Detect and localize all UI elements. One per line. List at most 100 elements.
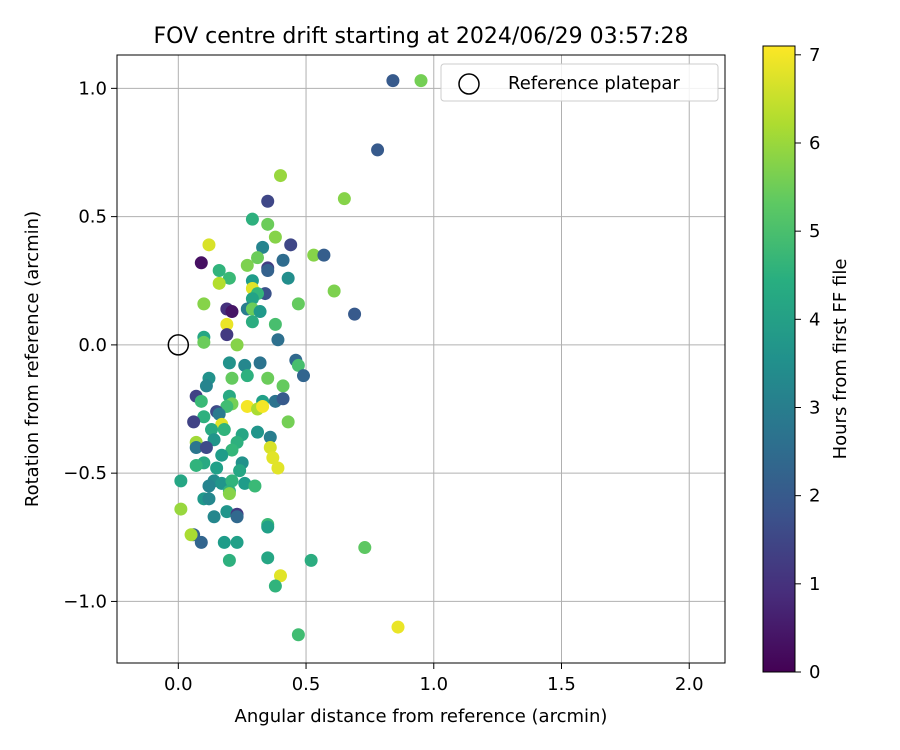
x-tick-label: 0.5 xyxy=(292,674,321,695)
data-point xyxy=(296,369,310,383)
data-point xyxy=(261,551,275,565)
data-point xyxy=(220,328,234,342)
data-point xyxy=(222,553,236,567)
colorbar-label: Hours from first FF file xyxy=(830,259,851,460)
data-point xyxy=(268,317,282,331)
data-point xyxy=(212,407,226,421)
data-point xyxy=(225,474,239,488)
data-point xyxy=(253,356,267,370)
data-point xyxy=(202,492,216,506)
data-point xyxy=(317,248,331,262)
x-tick-label: 1.0 xyxy=(419,674,448,695)
data-point xyxy=(187,415,201,429)
data-point xyxy=(261,194,275,208)
data-point xyxy=(194,394,208,408)
data-point xyxy=(304,553,318,567)
data-point xyxy=(212,276,226,290)
data-point xyxy=(307,248,321,262)
data-point xyxy=(414,74,428,88)
data-point xyxy=(348,307,362,321)
data-point xyxy=(230,535,244,549)
legend-reference-marker xyxy=(458,73,480,95)
data-point xyxy=(256,240,270,254)
data-point xyxy=(197,335,211,349)
data-point xyxy=(230,510,244,524)
data-point xyxy=(184,528,198,542)
data-point xyxy=(230,338,244,352)
data-point xyxy=(268,579,282,593)
data-point xyxy=(358,541,372,555)
colorbar-tick-label: 5 xyxy=(809,221,820,242)
data-point xyxy=(222,487,236,501)
y-axis-label: Rotation from reference (arcmin) xyxy=(22,211,43,507)
data-point xyxy=(284,238,298,252)
y-tick-label: 0.5 xyxy=(78,207,107,228)
data-point xyxy=(276,253,290,267)
x-tick-label: 0.0 xyxy=(164,674,193,695)
data-point xyxy=(281,271,295,285)
data-point xyxy=(215,448,229,462)
data-point xyxy=(207,510,221,524)
reference-marker-layer xyxy=(167,334,190,356)
data-point xyxy=(210,461,224,475)
data-point xyxy=(194,256,208,270)
data-point xyxy=(225,371,239,385)
data-point xyxy=(217,423,231,437)
data-point xyxy=(238,358,252,372)
data-point xyxy=(261,217,275,231)
data-point xyxy=(240,399,254,413)
data-point xyxy=(199,379,213,393)
y-tick-label: −0.5 xyxy=(63,463,107,484)
y-axis-ticks: −1.0 −0.5 0.0 0.5 1.0 xyxy=(63,78,117,612)
data-point xyxy=(261,371,275,385)
x-axis-label: Angular distance from reference (arcmin) xyxy=(235,706,608,727)
colorbar-tick-label: 3 xyxy=(809,397,820,418)
data-point xyxy=(251,251,265,265)
data-point xyxy=(225,443,239,457)
data-point xyxy=(263,430,277,444)
y-tick-label: −1.0 xyxy=(63,591,107,612)
colorbar-tick-label: 6 xyxy=(809,133,820,154)
data-point xyxy=(337,192,351,206)
data-point xyxy=(189,458,203,472)
data-point xyxy=(327,284,341,298)
data-point xyxy=(281,415,295,429)
data-point xyxy=(222,271,236,285)
data-point xyxy=(271,333,285,347)
colorbar-tick-label: 0 xyxy=(809,662,820,683)
data-point xyxy=(174,474,188,488)
data-points xyxy=(174,74,428,642)
legend-label: Reference platepar xyxy=(508,73,680,94)
data-point xyxy=(263,441,277,455)
reference-platepar-marker xyxy=(167,334,190,356)
data-point xyxy=(202,479,216,493)
data-point xyxy=(222,356,236,370)
chart-title: FOV centre drift starting at 2024/06/29 … xyxy=(154,24,689,49)
data-point xyxy=(174,502,188,516)
x-tick-label: 1.5 xyxy=(547,674,576,695)
colorbar-tick-label: 2 xyxy=(809,486,820,507)
data-point xyxy=(291,297,305,311)
data-point xyxy=(194,535,208,549)
data-point xyxy=(233,464,247,478)
data-point xyxy=(276,392,290,406)
data-point xyxy=(220,317,234,331)
data-point xyxy=(220,505,234,519)
data-point xyxy=(225,305,239,319)
x-axis-ticks: 0.0 0.5 1.0 1.5 2.0 xyxy=(164,663,704,695)
data-point xyxy=(197,410,211,424)
data-point xyxy=(251,425,265,439)
data-point xyxy=(261,263,275,277)
data-point xyxy=(276,379,290,393)
data-point xyxy=(291,358,305,372)
data-point xyxy=(261,520,275,534)
plot-frame xyxy=(116,54,726,664)
colorbar-ticks: 0 1 2 3 4 5 6 7 xyxy=(795,45,820,683)
data-point xyxy=(386,74,400,88)
data-point xyxy=(271,461,285,475)
data-point xyxy=(273,569,287,583)
data-point xyxy=(245,212,259,226)
data-point xyxy=(217,535,231,549)
colorbar xyxy=(762,45,796,673)
data-point xyxy=(199,441,213,455)
